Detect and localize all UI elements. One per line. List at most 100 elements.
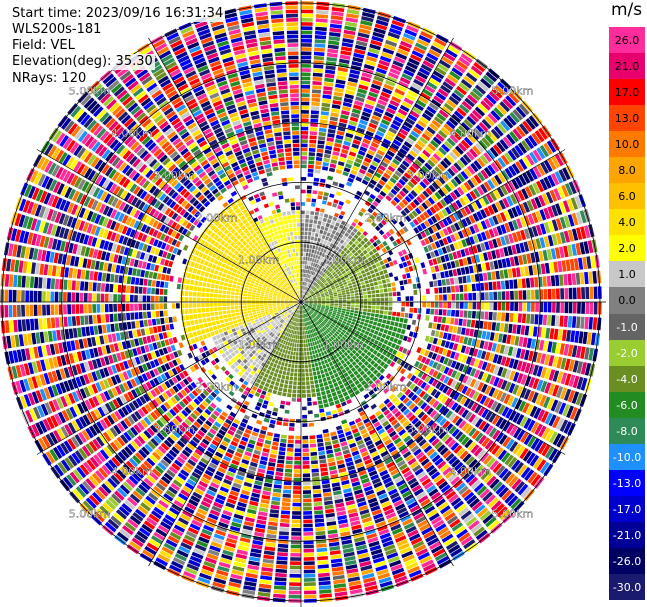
ray-bin bbox=[309, 290, 313, 294]
ray-bin bbox=[465, 216, 472, 226]
ray-bin bbox=[418, 495, 429, 504]
ray-bin bbox=[262, 342, 267, 348]
ray-bin bbox=[303, 305, 307, 308]
ray-bin bbox=[378, 402, 385, 410]
ray-bin bbox=[233, 561, 246, 568]
ray-bin bbox=[416, 156, 426, 164]
ray-bin bbox=[294, 368, 298, 373]
ray-bin bbox=[519, 216, 527, 228]
ray-bin bbox=[332, 312, 337, 315]
ray-bin bbox=[396, 460, 406, 468]
ray-bin bbox=[306, 347, 309, 352]
ray-bin bbox=[574, 330, 580, 343]
ray-bin bbox=[310, 315, 313, 319]
ray-bin bbox=[365, 283, 370, 288]
ray-bin bbox=[347, 234, 353, 240]
ray-bin bbox=[360, 346, 365, 351]
ray-bin bbox=[343, 351, 349, 357]
ray-bin bbox=[400, 368, 406, 375]
ray-bin bbox=[321, 295, 325, 298]
ray-bin bbox=[411, 82, 422, 91]
ray-bin bbox=[439, 294, 443, 301]
ray-bin bbox=[291, 397, 296, 402]
ray-bin bbox=[228, 390, 235, 397]
ray-bin bbox=[160, 442, 170, 451]
ray-bin bbox=[452, 202, 459, 211]
ray-bin bbox=[108, 496, 119, 507]
ray-bin bbox=[357, 221, 363, 227]
ray-bin bbox=[276, 321, 281, 326]
ray-bin bbox=[314, 277, 318, 282]
ray-bin bbox=[439, 230, 446, 238]
ray-bin bbox=[323, 433, 330, 438]
ray-bin bbox=[320, 333, 324, 338]
ray-bin bbox=[302, 294, 305, 299]
ray-bin bbox=[353, 273, 358, 278]
ray-bin bbox=[301, 177, 307, 181]
ray-bin bbox=[485, 193, 494, 204]
ray-bin bbox=[388, 465, 397, 473]
ray-bin bbox=[329, 331, 334, 336]
ray-bin bbox=[328, 167, 336, 173]
ray-bin bbox=[381, 343, 387, 349]
ray-bin bbox=[461, 409, 469, 419]
ray-bin bbox=[434, 265, 440, 272]
ray-bin bbox=[288, 427, 295, 431]
ray-bin bbox=[488, 228, 495, 238]
ray-bin bbox=[267, 365, 273, 371]
ray-bin bbox=[366, 55, 378, 63]
ray-bin bbox=[158, 499, 169, 509]
ray-bin bbox=[314, 336, 318, 341]
ray-bin bbox=[426, 448, 436, 457]
ray-bin bbox=[346, 270, 351, 275]
ray-bin bbox=[249, 556, 261, 562]
ray-bin bbox=[310, 329, 313, 334]
ray-bin bbox=[287, 389, 292, 393]
ray-bin bbox=[325, 69, 336, 75]
ray-bin bbox=[329, 545, 341, 551]
ray-bin bbox=[420, 414, 429, 422]
ray-bin bbox=[253, 449, 261, 456]
ray-bin bbox=[388, 297, 393, 302]
ray-bin bbox=[368, 540, 380, 548]
ray-bin bbox=[204, 397, 212, 405]
ray-bin bbox=[442, 332, 448, 340]
ray-bin bbox=[488, 442, 497, 453]
ray-bin bbox=[427, 244, 433, 252]
ray-bin bbox=[430, 266, 436, 273]
ray-bin bbox=[303, 318, 306, 322]
ray-bin bbox=[527, 135, 538, 147]
ray-bin bbox=[453, 392, 460, 401]
ray-bin bbox=[301, 285, 303, 290]
ray-bin bbox=[305, 300, 309, 302]
ray-bin bbox=[363, 367, 369, 373]
ray-bin bbox=[301, 314, 303, 319]
ray-bin bbox=[311, 314, 315, 318]
ray-bin bbox=[313, 277, 317, 281]
ray-bin bbox=[155, 482, 166, 492]
ray-bin bbox=[424, 199, 432, 208]
ray-bin bbox=[360, 380, 367, 386]
ray-bin bbox=[331, 104, 341, 110]
ray-bin bbox=[369, 353, 375, 359]
ray-bin bbox=[375, 424, 383, 432]
ray-bin bbox=[308, 305, 312, 308]
ray-bin bbox=[331, 315, 335, 319]
ray-bin bbox=[485, 302, 489, 310]
ray-bin bbox=[226, 404, 233, 411]
ray-bin bbox=[333, 339, 337, 344]
ray-bin bbox=[143, 520, 156, 530]
ray-bin bbox=[244, 581, 257, 587]
ray-bin bbox=[314, 39, 326, 44]
ray-bin bbox=[449, 243, 456, 252]
ray-bin bbox=[294, 460, 301, 465]
ray-bin bbox=[535, 302, 539, 312]
ray-bin bbox=[159, 550, 172, 559]
ray-bin bbox=[320, 322, 325, 327]
ray-bin bbox=[338, 281, 343, 285]
ray-bin bbox=[480, 282, 485, 291]
ray-bin bbox=[480, 452, 490, 463]
ray-bin bbox=[292, 330, 295, 335]
ray-bin bbox=[317, 220, 322, 225]
ray-bin bbox=[407, 114, 418, 122]
